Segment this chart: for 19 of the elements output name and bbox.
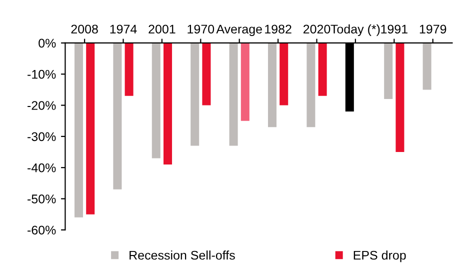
x-tick-label: 2001 [148, 24, 176, 34]
y-tick-label: -40% [28, 163, 56, 172]
x-tick-label: 1974 [110, 24, 137, 34]
x-tick-label: 1991 [381, 24, 408, 34]
x-tick-label: Average [216, 24, 262, 36]
y-tick-label: -50% [28, 194, 56, 204]
legend-label: Recession Sell-offs [130, 250, 235, 260]
x-tick-label: Today (*) [330, 24, 380, 36]
legend-label: EPS drop [354, 250, 406, 262]
y-tick-label: -30% [28, 132, 56, 142]
x-tick-label: 2020 [303, 24, 330, 34]
x-tick-label: 2008 [71, 24, 98, 34]
y-tick-label: -20% [28, 101, 56, 110]
y-tick-label: 0% [38, 38, 56, 48]
y-tick-label: -60% [28, 226, 56, 235]
x-tick-label: 1979 [420, 24, 446, 34]
y-tick-label: -10% [28, 70, 56, 79]
x-tick-label: 1970 [188, 24, 214, 34]
x-tick-label: 1982 [265, 24, 292, 34]
